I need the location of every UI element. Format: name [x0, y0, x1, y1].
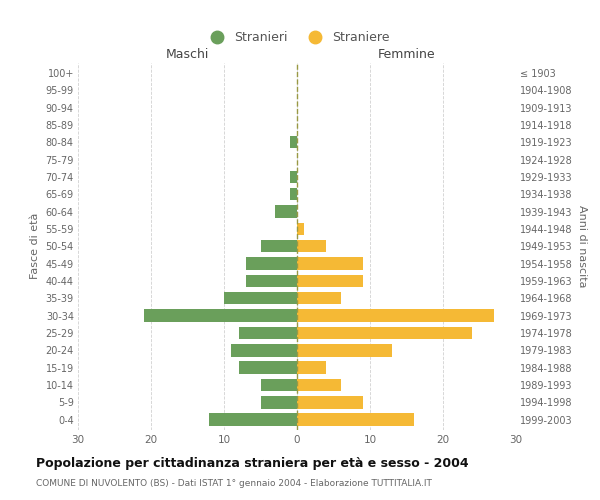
Legend: Stranieri, Straniere: Stranieri, Straniere — [199, 26, 395, 50]
Bar — [144, 310, 297, 322]
Bar — [246, 274, 297, 287]
Bar — [297, 414, 414, 426]
Bar — [297, 222, 304, 235]
Y-axis label: Anni di nascita: Anni di nascita — [577, 205, 587, 288]
Bar — [209, 414, 297, 426]
Bar — [297, 326, 472, 339]
Bar — [297, 362, 326, 374]
Bar — [297, 344, 392, 356]
Bar — [246, 258, 297, 270]
Text: Popolazione per cittadinanza straniera per età e sesso - 2004: Popolazione per cittadinanza straniera p… — [36, 458, 469, 470]
Bar — [297, 258, 362, 270]
Bar — [260, 240, 297, 252]
Bar — [297, 396, 362, 408]
Bar — [290, 188, 297, 200]
Bar — [239, 326, 297, 339]
Bar — [239, 362, 297, 374]
Bar — [297, 310, 494, 322]
Bar — [297, 274, 362, 287]
Bar — [297, 240, 326, 252]
Bar — [260, 396, 297, 408]
Bar — [297, 292, 341, 304]
Text: COMUNE DI NUVOLENTO (BS) - Dati ISTAT 1° gennaio 2004 - Elaborazione TUTTITALIA.: COMUNE DI NUVOLENTO (BS) - Dati ISTAT 1°… — [36, 479, 432, 488]
Bar — [297, 378, 341, 391]
Bar — [232, 344, 297, 356]
Bar — [224, 292, 297, 304]
Bar — [260, 378, 297, 391]
Text: Femmine: Femmine — [377, 48, 436, 61]
Text: Maschi: Maschi — [166, 48, 209, 61]
Bar — [290, 136, 297, 148]
Bar — [290, 170, 297, 183]
Y-axis label: Fasce di età: Fasce di età — [30, 213, 40, 280]
Bar — [275, 206, 297, 218]
